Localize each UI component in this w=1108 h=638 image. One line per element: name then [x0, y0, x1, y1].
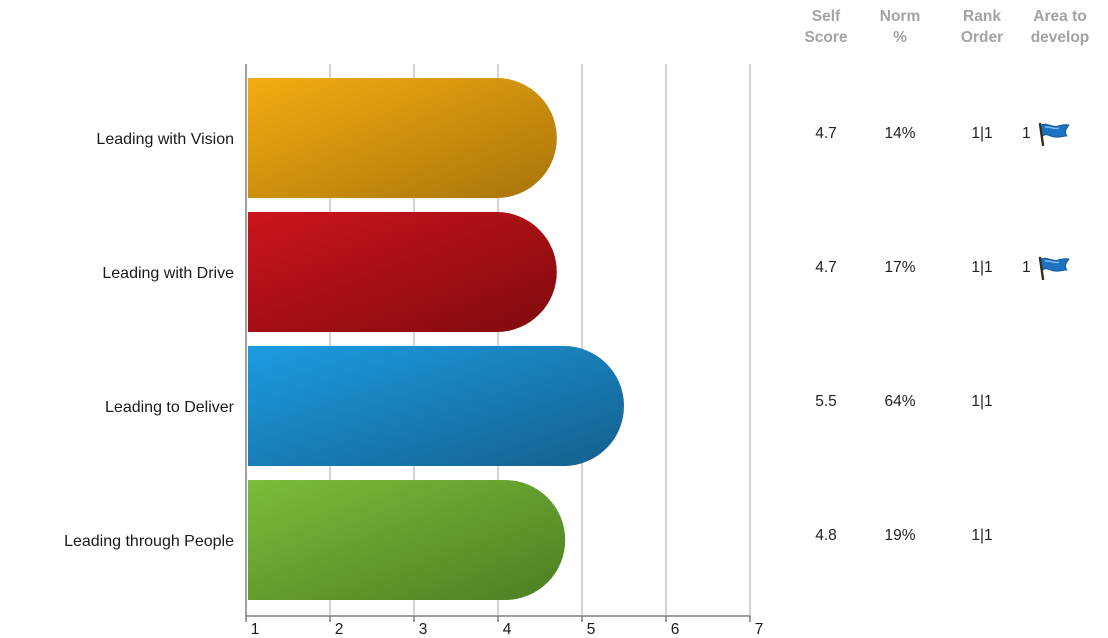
- category-label: Leading with Drive: [102, 265, 234, 282]
- area-to-develop-cell: 1: [1022, 122, 1071, 146]
- norm-percent-cell: 64%: [884, 393, 916, 410]
- x-tick-label: 7: [755, 621, 764, 638]
- x-tick-label: 1: [251, 621, 260, 638]
- x-tick-label: 4: [503, 621, 512, 638]
- rank-order-cell: 1|1: [971, 259, 993, 276]
- bar: [248, 78, 557, 198]
- column-header-line: Self: [811, 8, 841, 25]
- column-header-line: Norm: [879, 8, 921, 25]
- column-header-line: Area to: [1033, 8, 1087, 25]
- norm-percent-cell: 19%: [884, 527, 916, 544]
- bar: [248, 346, 624, 466]
- rank-order-cell: 1|1: [971, 125, 993, 142]
- rank-order-cell: 1|1: [971, 527, 993, 544]
- column-header-line: %: [893, 29, 907, 46]
- x-tick-label: 3: [419, 621, 428, 638]
- category-label: Leading with Vision: [96, 131, 234, 148]
- column-header: Area to develop: [1020, 6, 1100, 48]
- self-score-cell: 5.5: [815, 393, 837, 410]
- column-header-line: Rank: [963, 8, 1001, 25]
- develop-value: 1: [1022, 259, 1031, 276]
- column-header-line: develop: [1030, 29, 1090, 46]
- self-score-cell: 4.7: [815, 125, 837, 142]
- self-score-cell: 4.8: [815, 527, 837, 544]
- x-tick-label: 5: [587, 621, 596, 638]
- blue-flag-icon: [1038, 122, 1070, 146]
- x-tick-label: 2: [335, 621, 344, 638]
- category-label: Leading through People: [64, 533, 234, 550]
- column-header-line: Score: [804, 29, 848, 46]
- bar: [248, 212, 557, 333]
- develop-value: 1: [1022, 125, 1031, 142]
- area-to-develop-cell: 1: [1022, 256, 1071, 280]
- category-label: Leading to Deliver: [105, 399, 235, 416]
- bar: [248, 480, 566, 600]
- norm-percent-cell: 14%: [884, 125, 916, 142]
- blue-flag-icon: [1038, 256, 1070, 280]
- column-header: Self Score: [786, 6, 866, 48]
- self-score-cell: 4.7: [815, 259, 837, 276]
- norm-percent-cell: 17%: [884, 259, 916, 276]
- column-header-line: Order: [960, 29, 1004, 46]
- rank-order-cell: 1|1: [971, 393, 993, 410]
- column-header: Rank Order: [942, 6, 1022, 48]
- column-header: Norm%: [860, 6, 940, 48]
- x-tick-label: 6: [671, 621, 680, 638]
